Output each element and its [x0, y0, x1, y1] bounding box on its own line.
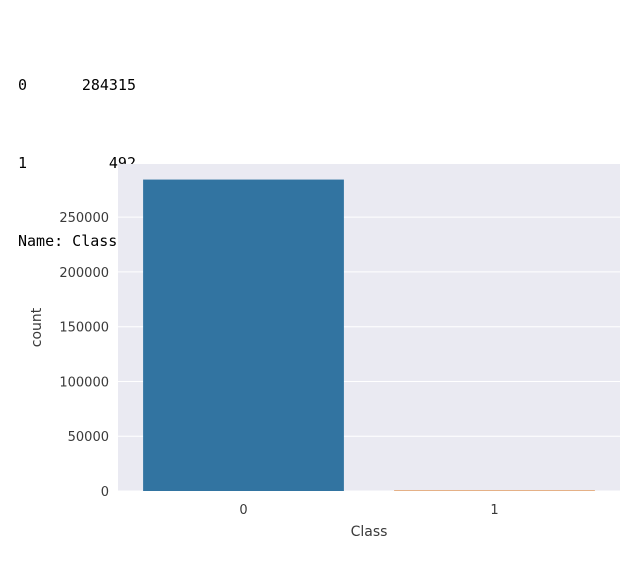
- bar-class-1: [394, 490, 595, 491]
- output-row-index: 0: [18, 76, 28, 94]
- output-row-index: 1: [18, 154, 28, 172]
- x-tick-label: 0: [239, 503, 247, 518]
- y-axis-label: count: [29, 307, 45, 347]
- output-row-0: 0 284315: [18, 72, 244, 98]
- y-tick-label: 150000: [59, 321, 109, 336]
- y-tick-label: 0: [101, 485, 109, 500]
- x-tick-label: 1: [490, 503, 498, 518]
- bars: [143, 179, 595, 491]
- y-tick-label: 100000: [59, 375, 109, 390]
- y-tick-label: 50000: [68, 430, 109, 445]
- y-axis-ticks: 0 50000 100000 150000 200000 250000: [59, 211, 109, 500]
- y-tick-label: 200000: [59, 266, 109, 281]
- x-axis-label: Class: [351, 524, 388, 540]
- y-tick-label: 250000: [59, 211, 109, 226]
- bar-class-0: [143, 179, 344, 491]
- output-row-count: 284315: [81, 76, 136, 94]
